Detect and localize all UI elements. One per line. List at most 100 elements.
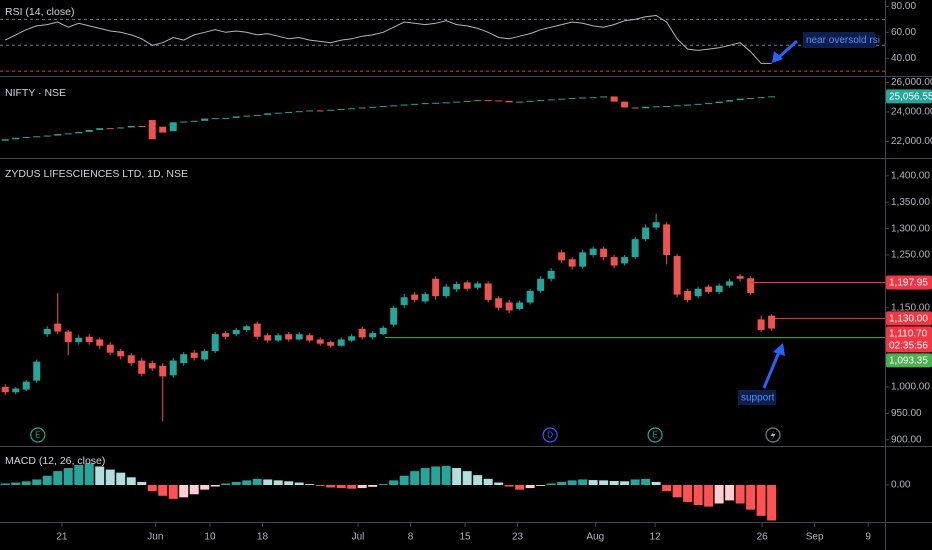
macd-bar	[714, 485, 724, 504]
y-tick-label: 1,300.00	[891, 223, 930, 234]
arrow	[762, 351, 781, 389]
macd-bar	[53, 471, 63, 485]
candle-body	[274, 112, 282, 114]
macd-bar	[746, 485, 756, 510]
candle-body	[621, 101, 629, 108]
candle-body	[190, 352, 198, 358]
candle-body	[610, 96, 618, 102]
candle-body	[400, 297, 408, 306]
event-label: E	[652, 431, 657, 440]
candle-body	[663, 224, 671, 255]
y-tick-label: 1,400.00	[891, 170, 930, 181]
candle-body	[495, 100, 503, 102]
event-circle	[542, 427, 558, 443]
candle-body	[379, 327, 387, 335]
macd-bar	[11, 482, 21, 485]
macd-bar	[767, 485, 777, 521]
price-badge-label: 1,197.95	[889, 278, 928, 289]
candle-body	[411, 294, 419, 300]
x-tick-label: Sep	[806, 532, 824, 543]
candle-body	[54, 323, 62, 332]
candle-body	[768, 315, 776, 329]
macd-bar	[567, 480, 577, 485]
candle-body	[96, 128, 104, 130]
label-layer: 25,056.55 1,197.95 1,130.00 1,110.7002:35:5…	[886, 89, 932, 368]
event-circle	[647, 427, 663, 443]
candle-body	[421, 294, 429, 302]
candle-body	[537, 278, 545, 291]
y-tick-label: 60.00	[891, 27, 916, 38]
support-annotation: support	[738, 343, 785, 405]
candle-body	[232, 329, 240, 335]
price-badge	[886, 326, 932, 353]
candle-body	[295, 334, 303, 340]
panel-title: MACD (12, 26, close)	[5, 455, 105, 467]
macd-bar	[756, 485, 766, 516]
x-tick-label: Jul	[352, 532, 365, 543]
macd-bar	[336, 485, 346, 489]
y-tick-label: 0.00	[891, 480, 911, 491]
y-tick-label: 22,000.00	[891, 136, 932, 147]
candle-body	[285, 334, 293, 340]
macd-bar	[578, 479, 588, 485]
candle-body	[222, 117, 230, 119]
candle-body	[316, 110, 324, 112]
macd-bar	[536, 485, 546, 486]
y-tick-label: 1,150.00	[891, 302, 930, 313]
candle-body	[85, 129, 93, 132]
macd-bar	[473, 475, 483, 485]
macd-bar	[137, 481, 147, 485]
macd-bar	[294, 482, 304, 485]
price-badge	[886, 275, 932, 290]
x-tick-label: Aug	[586, 532, 604, 543]
candle-body	[75, 337, 83, 343]
candle-body	[631, 239, 639, 258]
price-badge-label: 1,130.00	[889, 313, 928, 324]
candle-body	[232, 116, 240, 118]
candle-body	[295, 111, 303, 113]
candle-body	[600, 248, 608, 258]
macd-bar	[0, 483, 10, 485]
panel-title: RSI (14, close)	[5, 6, 74, 18]
candle-body	[747, 278, 755, 293]
macd-bar	[368, 485, 378, 487]
candle-body	[453, 101, 461, 103]
macd-bar	[410, 471, 420, 485]
rsi-line	[4, 14, 772, 64]
macd-bar	[483, 478, 493, 485]
candle-body	[159, 365, 167, 377]
candle-body	[421, 103, 429, 105]
candle-body	[180, 354, 188, 364]
candle-body	[705, 103, 713, 105]
candle-body	[264, 335, 272, 341]
price-badge-label: 25,056.55	[889, 91, 932, 102]
macd-bar	[210, 485, 220, 487]
candle-body	[190, 120, 198, 122]
macd-bar	[452, 468, 462, 485]
candle-body	[43, 328, 51, 335]
candle-body	[705, 286, 713, 292]
candle-body	[442, 286, 450, 297]
candle-body	[106, 344, 114, 353]
event-label: E	[35, 431, 40, 440]
y-tick-label: 1,000.00	[891, 382, 930, 393]
price-badge	[886, 89, 932, 104]
event-icon	[765, 427, 781, 443]
candle-body	[358, 328, 366, 338]
candle-body	[589, 97, 597, 99]
macd-bar	[168, 485, 178, 499]
rsi-annotation: near oversold rsi	[772, 32, 880, 63]
candle-body	[631, 107, 639, 109]
candle-body	[243, 115, 251, 117]
macd-bar	[630, 479, 640, 485]
macd-bar	[305, 484, 315, 485]
y-tick-label: 26,000.00	[891, 77, 932, 88]
candle-body	[64, 331, 72, 343]
macd-bar	[263, 479, 273, 485]
candle-body	[684, 104, 692, 106]
candle-body	[610, 257, 618, 266]
macd-bar	[242, 480, 252, 485]
candle-body	[726, 281, 734, 286]
candle-body	[558, 252, 566, 261]
x-tick-label: 10	[204, 532, 216, 543]
